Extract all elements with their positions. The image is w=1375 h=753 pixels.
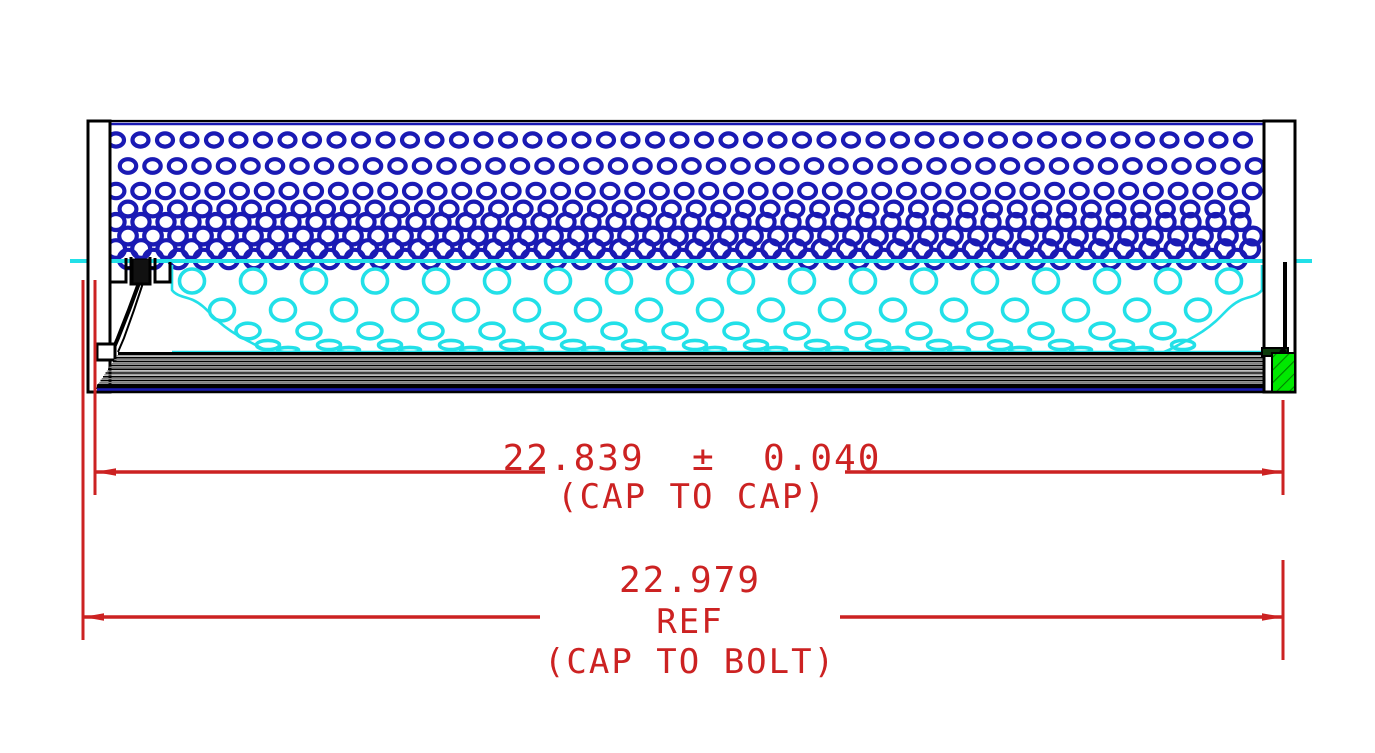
dimension-cap-to-cap	[81, 280, 1285, 640]
bolt-spring-assembly	[95, 257, 172, 362]
dimension-cap-to-bolt	[83, 560, 1285, 660]
gasket-seal	[1271, 352, 1296, 393]
cap-to-bolt-value-text: 22.979	[619, 560, 761, 601]
lower-perforated-mesh	[177, 267, 1244, 355]
upper-perforated-mesh	[104, 131, 1266, 271]
filter-body-outline	[95, 119, 1265, 126]
cap-to-cap-value-text: 22.839 ± 0.040	[503, 438, 882, 479]
cap-to-bolt-label-text: (CAP TO BOLT)	[544, 642, 836, 682]
filter-media-pleat-pack	[95, 352, 1268, 392]
dimension-text-group: 22.839 ± 0.040 (CAP TO CAP) 22.979 REF (…	[503, 438, 882, 682]
cap-to-cap-label-text: (CAP TO CAP)	[557, 477, 827, 517]
right-end-cap	[1261, 119, 1297, 394]
cap-to-bolt-ref-text: REF	[656, 602, 723, 642]
